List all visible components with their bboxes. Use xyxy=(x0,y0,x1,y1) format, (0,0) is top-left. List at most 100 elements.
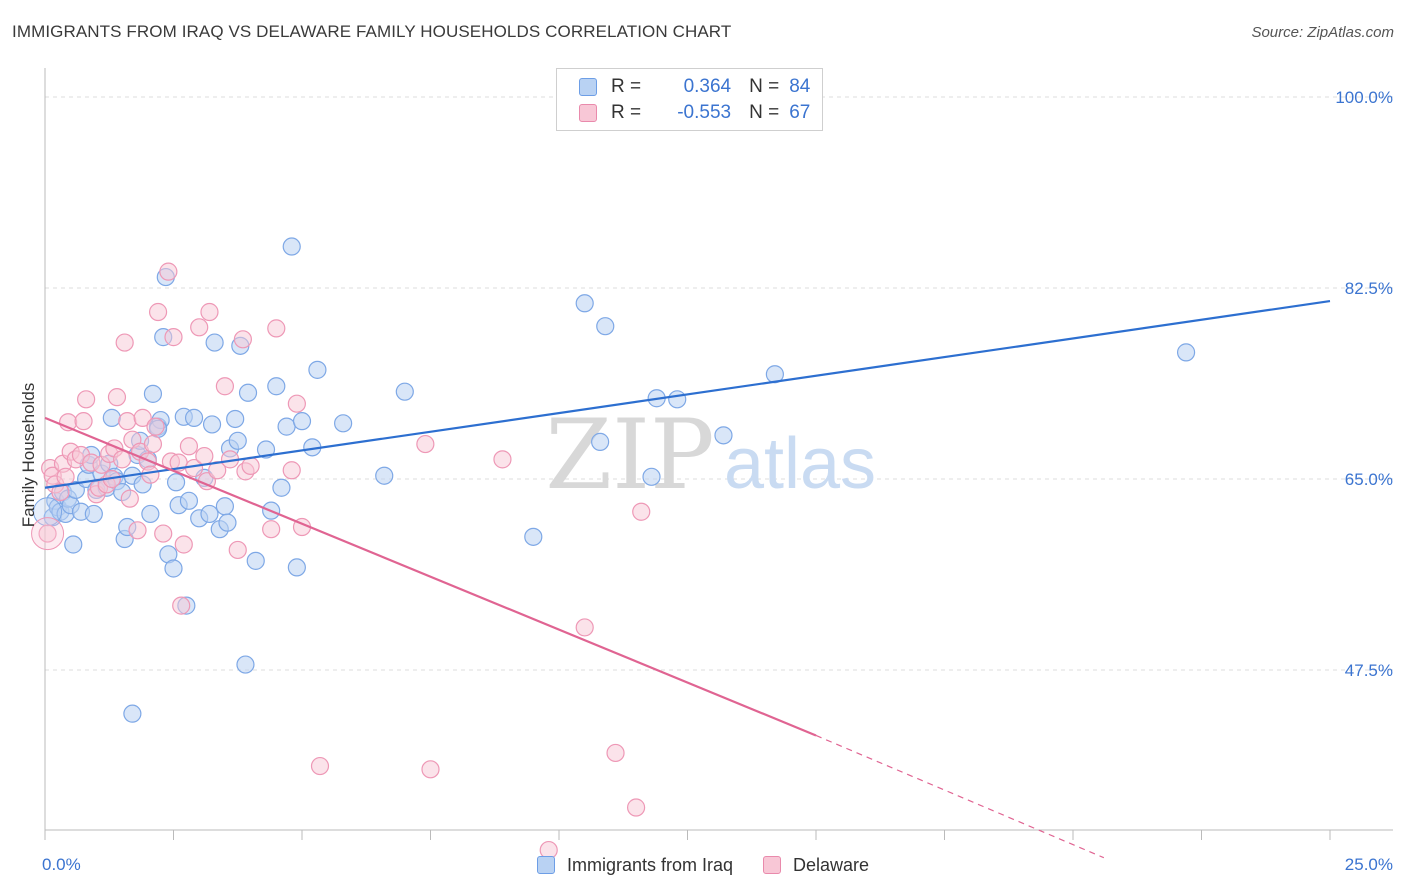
source-label: Source: ZipAtlas.com xyxy=(1251,24,1394,41)
data-point-iraq xyxy=(84,504,103,524)
data-point-delaware xyxy=(164,328,183,347)
data-point-iraq xyxy=(282,237,301,256)
data-point-delaware xyxy=(179,437,199,456)
data-point-iraq xyxy=(123,704,142,723)
watermark: ZIP atlas xyxy=(545,399,876,511)
bottom-legend: Immigrants from Iraq Delaware xyxy=(0,852,1406,878)
data-point-delaware xyxy=(112,450,132,469)
bottom-legend-delaware[interactable]: Delaware xyxy=(763,855,869,876)
data-point-delaware xyxy=(626,798,646,817)
legend-n-value: 67 xyxy=(789,102,811,123)
data-point-iraq xyxy=(246,551,265,570)
legend-r-label: R = xyxy=(611,76,642,97)
data-point-delaware xyxy=(74,412,93,431)
data-point-iraq xyxy=(205,333,224,352)
data-point-iraq xyxy=(267,377,286,396)
data-point-iraq xyxy=(375,466,394,485)
data-point-delaware xyxy=(606,743,625,763)
legend-swatch-delaware xyxy=(579,104,597,122)
data-point-iraq xyxy=(164,559,183,578)
legend: R = 0.364 N = 84 R = -0.553 N = 67 xyxy=(556,68,823,131)
data-point-iraq xyxy=(277,417,296,436)
data-point-iraq xyxy=(642,467,661,486)
data-point-iraq xyxy=(308,360,327,379)
data-point-delaware xyxy=(146,417,165,436)
data-point-delaware xyxy=(143,434,163,454)
data-point-delaware xyxy=(141,465,160,484)
data-point-delaware xyxy=(233,330,252,349)
data-point-delaware xyxy=(241,456,260,476)
data-point-delaware xyxy=(174,535,193,554)
data-point-iraq xyxy=(668,390,687,409)
data-point-delaware xyxy=(262,520,281,539)
y-tick-label: 47.5% xyxy=(1345,661,1393,680)
legend-row-delaware: R = -0.553 N = 67 xyxy=(579,100,810,126)
trend-line-delaware-extension xyxy=(815,734,1105,859)
data-point-delaware xyxy=(120,489,139,508)
legend-r-label: R = xyxy=(611,102,642,123)
bottom-legend-swatch-iraq xyxy=(536,856,555,874)
data-point-iraq xyxy=(524,527,543,546)
data-point-iraq xyxy=(215,497,234,516)
y-tick-label: 65.0% xyxy=(1345,470,1393,489)
data-point-delaware xyxy=(38,524,57,543)
y-tick-label: 100.0% xyxy=(1335,88,1393,107)
bottom-legend-label-iraq: Immigrants from Iraq xyxy=(566,854,733,875)
data-point-delaware xyxy=(195,446,214,466)
legend-row-iraq: R = 0.364 N = 84 xyxy=(579,74,810,100)
grid-lines xyxy=(45,96,1393,671)
data-point-delaware xyxy=(154,524,173,543)
data-point-iraq xyxy=(272,478,291,497)
data-point-iraq xyxy=(64,535,83,554)
data-point-iraq xyxy=(179,491,199,510)
data-point-iraq xyxy=(714,426,733,445)
data-point-iraq xyxy=(236,655,255,674)
data-point-iraq xyxy=(1176,343,1196,362)
legend-swatch-iraq xyxy=(579,78,597,96)
data-point-iraq xyxy=(238,383,258,402)
data-point-delaware xyxy=(228,540,247,560)
legend-r-value: 0.364 xyxy=(683,76,732,97)
data-point-delaware xyxy=(215,377,234,396)
data-point-delaware xyxy=(282,461,301,480)
data-point-iraq xyxy=(200,504,219,524)
data-point-delaware xyxy=(421,760,440,779)
legend-n-label: N = xyxy=(749,76,780,97)
data-point-iraq xyxy=(218,513,237,532)
data-point-delaware xyxy=(172,596,191,615)
data-point-delaware xyxy=(159,262,178,281)
trend-line-delaware xyxy=(44,416,817,737)
data-point-iraq xyxy=(395,382,414,401)
data-point-delaware xyxy=(287,394,306,413)
bottom-legend-iraq[interactable]: Immigrants from Iraq xyxy=(536,854,733,876)
trend-line-iraq xyxy=(44,300,1331,489)
data-point-delaware xyxy=(632,502,651,521)
legend-n-value: 84 xyxy=(789,76,811,97)
data-point-delaware xyxy=(416,434,435,454)
data-point-iraq xyxy=(334,414,353,433)
y-axis-label: Family Households xyxy=(19,383,38,528)
x-tick-label: 0.0% xyxy=(42,855,81,874)
data-point-iraq xyxy=(184,408,204,427)
bottom-legend-swatch-delaware xyxy=(763,856,781,874)
data-point-delaware xyxy=(107,388,127,407)
data-point-delaware xyxy=(310,756,330,776)
tick-labels: 47.5% 65.0% 82.5% 100.0% 0.0% 25.0% xyxy=(42,88,1393,874)
axes xyxy=(44,68,1393,840)
data-point-iraq xyxy=(596,317,615,336)
data-point-delaware xyxy=(56,467,75,486)
data-point-delaware xyxy=(77,390,96,409)
data-point-iraq xyxy=(575,294,594,313)
data-point-iraq xyxy=(202,415,222,434)
data-point-iraq xyxy=(141,504,160,524)
legend-r-value: -0.553 xyxy=(677,102,732,123)
data-point-iraq xyxy=(292,412,312,431)
data-point-iraq xyxy=(102,408,121,427)
watermark-zip: ZIP xyxy=(545,399,714,511)
data-point-delaware xyxy=(267,319,286,338)
x-tick-label: 25.0% xyxy=(1345,855,1393,874)
data-point-delaware xyxy=(115,333,134,352)
data-point-delaware xyxy=(118,412,137,431)
data-point-iraq xyxy=(226,409,245,429)
